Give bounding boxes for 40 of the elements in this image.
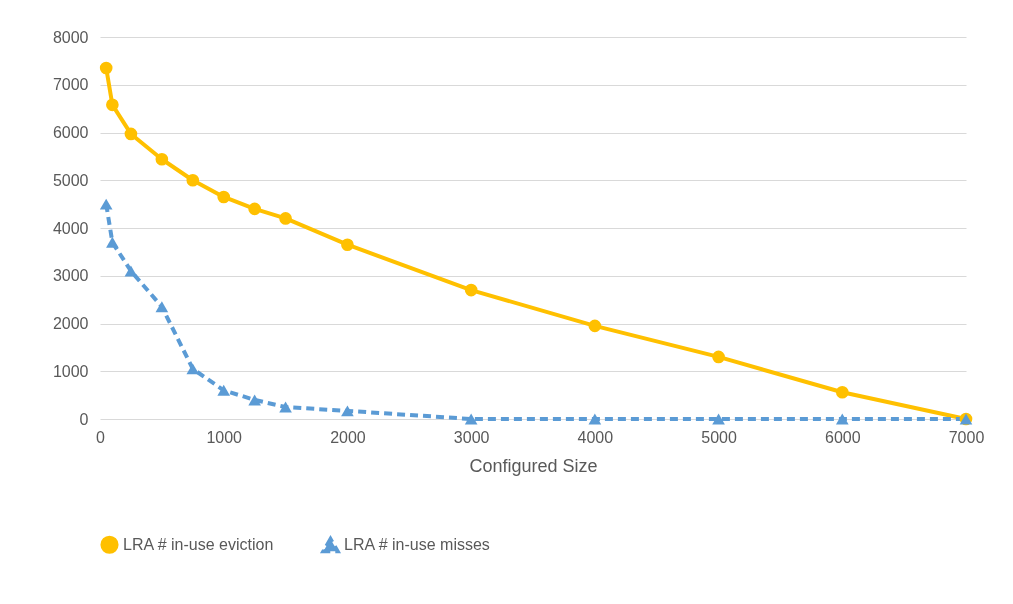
y-tick-label: 5000 — [52, 171, 89, 189]
point — [712, 350, 725, 364]
point — [217, 384, 231, 396]
point — [217, 190, 231, 204]
point — [588, 413, 602, 425]
y-tick-label: 4000 — [52, 219, 89, 237]
x-tick-label: 5000 — [701, 428, 737, 446]
x-tick-label: 2000 — [330, 428, 366, 446]
y-tick-label: 1000 — [52, 362, 89, 380]
y-tick-label: 7000 — [52, 76, 89, 94]
x-tick-label: 3000 — [453, 428, 490, 446]
point — [155, 301, 169, 313]
point — [99, 198, 113, 210]
point — [186, 173, 200, 187]
y-tick-label: 3000 — [52, 267, 89, 285]
point — [835, 413, 849, 425]
point — [124, 265, 138, 277]
point — [464, 283, 478, 297]
point — [124, 127, 138, 141]
point — [341, 238, 354, 252]
point — [106, 98, 119, 112]
x-tick-label: 6000 — [824, 428, 861, 446]
x-tick-label: 0 — [96, 428, 106, 446]
point — [464, 413, 478, 425]
x-tick-label: 4000 — [577, 428, 614, 446]
y-tick-label: 0 — [79, 410, 89, 428]
point — [588, 319, 602, 333]
y-tick-label: 8000 — [52, 28, 89, 46]
y-tick-label: 6000 — [52, 124, 89, 141]
y-tick-label: 2000 — [52, 315, 89, 332]
x-tick-label: 1000 — [206, 428, 243, 446]
x-axis-title: Configured Size — [469, 455, 598, 476]
x-tick-label: 7000 — [948, 428, 985, 446]
legend-label: LRA # in-use misses — [344, 536, 490, 554]
point — [248, 202, 261, 216]
point — [155, 152, 169, 166]
point — [835, 385, 849, 399]
legend-label: LRA # in-use eviction — [123, 535, 274, 553]
point — [186, 363, 200, 375]
point — [99, 61, 113, 75]
